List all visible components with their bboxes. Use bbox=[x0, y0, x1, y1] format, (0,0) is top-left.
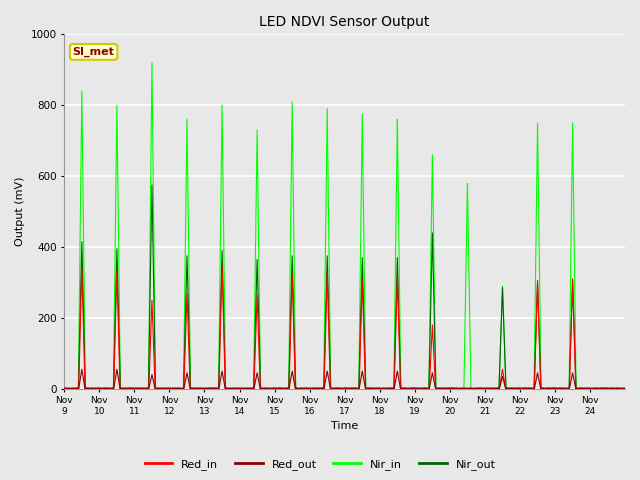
Nir_in bbox=[502, 381, 509, 386]
Red_out bbox=[417, 385, 424, 391]
Nir_out bbox=[227, 386, 235, 392]
Red_out bbox=[536, 381, 543, 386]
Red_out bbox=[467, 385, 474, 391]
Line: Nir_in: Nir_in bbox=[64, 63, 625, 389]
Nir_out bbox=[60, 385, 68, 391]
Red_in bbox=[466, 385, 474, 391]
Nir_in bbox=[417, 385, 424, 391]
Nir_in bbox=[60, 385, 68, 391]
Red_out bbox=[615, 386, 623, 392]
Red_out bbox=[621, 386, 629, 392]
Red_in bbox=[615, 386, 623, 392]
Nir_in bbox=[621, 385, 629, 391]
Nir_in bbox=[517, 386, 525, 392]
Nir_in bbox=[615, 385, 623, 391]
Red_in bbox=[175, 386, 183, 392]
Nir_out bbox=[536, 343, 543, 349]
Red_in bbox=[549, 386, 557, 392]
Line: Red_out: Red_out bbox=[64, 369, 625, 389]
Nir_out bbox=[502, 386, 510, 392]
Nir_out bbox=[467, 385, 474, 391]
Nir_in bbox=[148, 60, 156, 66]
Nir_out bbox=[621, 385, 629, 391]
Nir_in bbox=[536, 279, 543, 285]
Red_in bbox=[60, 385, 68, 391]
Nir_in bbox=[466, 335, 474, 340]
Red_out bbox=[60, 386, 68, 392]
Red_out bbox=[78, 366, 86, 372]
Nir_out bbox=[615, 385, 623, 391]
Red_out bbox=[175, 386, 183, 392]
Red_out bbox=[502, 386, 510, 392]
Red_in bbox=[536, 344, 543, 349]
Red_in bbox=[502, 385, 509, 391]
Legend: Red_in, Red_out, Nir_in, Nir_out: Red_in, Red_out, Nir_in, Nir_out bbox=[140, 455, 500, 474]
Red_in bbox=[218, 262, 226, 268]
Red_in bbox=[621, 385, 629, 391]
Line: Red_in: Red_in bbox=[64, 265, 625, 389]
Text: SI_met: SI_met bbox=[73, 47, 115, 57]
Nir_out bbox=[148, 182, 156, 188]
Line: Nir_out: Nir_out bbox=[64, 185, 625, 389]
X-axis label: Time: Time bbox=[331, 421, 358, 432]
Nir_out bbox=[417, 385, 425, 391]
Nir_in bbox=[175, 386, 183, 392]
Red_out bbox=[461, 386, 468, 392]
Y-axis label: Output (mV): Output (mV) bbox=[15, 177, 25, 246]
Nir_out bbox=[175, 385, 183, 391]
Red_in bbox=[417, 385, 424, 391]
Title: LED NDVI Sensor Output: LED NDVI Sensor Output bbox=[259, 15, 430, 29]
